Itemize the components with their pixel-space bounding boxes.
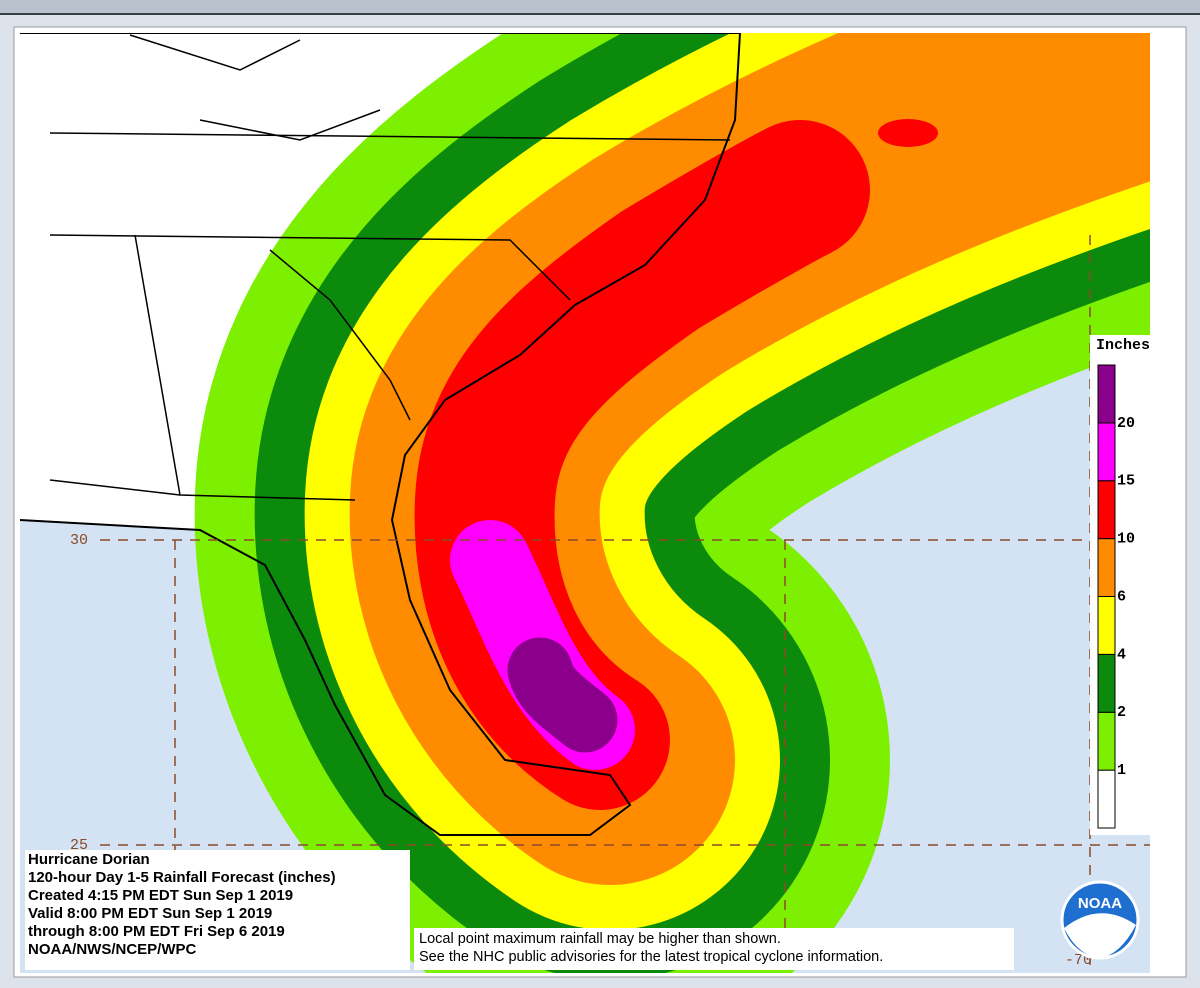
- legend-swatch: [1097, 480, 1116, 540]
- info-line: through 8:00 PM EDT Fri Sep 6 2019: [28, 923, 285, 940]
- info-line: Valid 8:00 PM EDT Sun Sep 1 2019: [28, 905, 272, 922]
- legend-swatch: [1097, 538, 1116, 597]
- disclaimer-box: [414, 928, 1014, 970]
- legend-label: 20: [1117, 415, 1135, 432]
- state-lines: [49, 34, 731, 501]
- legend-swatch: [1097, 596, 1116, 655]
- info-line: NOAA/NWS/NCEP/WPC: [28, 941, 197, 958]
- noaa-logo: NOAA: [1060, 880, 1140, 960]
- legend-label: 10: [1117, 531, 1135, 548]
- lat-label: 30: [70, 532, 88, 549]
- info-line: Created 4:15 PM EDT Sun Sep 1 2019: [28, 887, 293, 904]
- legend-label: 1: [1117, 762, 1126, 779]
- logo-text: NOAA: [1078, 895, 1122, 912]
- map: 30 25 -70: [20, 33, 1150, 973]
- legend-label: 2: [1117, 704, 1126, 721]
- top-bar: [0, 0, 1200, 14]
- legend-swatch: [1097, 769, 1116, 829]
- disclaimer: Local point maximum rainfall may be high…: [419, 931, 883, 965]
- legend-label: 6: [1117, 588, 1126, 605]
- disclaimer-line: Local point maximum rainfall may be high…: [419, 931, 781, 947]
- legend: Inches 1 2 4 6 10 15 20: [1090, 335, 1180, 835]
- info-line: Hurricane Dorian: [28, 851, 150, 868]
- info-box: [25, 850, 410, 970]
- coastline: [20, 33, 742, 836]
- disclaimer-line: See the NHC public advisories for the la…: [419, 949, 883, 965]
- lat-label: 25: [70, 837, 88, 854]
- info-line: 120-hour Day 1-5 Rainfall Forecast (inch…: [28, 869, 336, 886]
- rain-spot: [878, 119, 938, 147]
- legend-label: 4: [1117, 646, 1126, 663]
- legend-swatch: [1097, 364, 1116, 424]
- legend-swatch: [1097, 422, 1116, 482]
- legend-swatch: [1097, 711, 1116, 771]
- legend-swatch: [1097, 653, 1116, 713]
- legend-title: Inches: [1096, 337, 1150, 354]
- band-20in: [507, 637, 618, 753]
- legend-label: 15: [1117, 473, 1135, 490]
